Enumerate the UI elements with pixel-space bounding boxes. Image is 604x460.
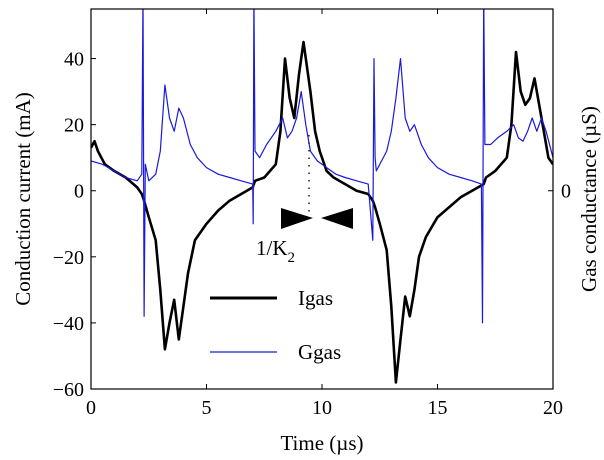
legend-background (205, 280, 373, 380)
y-axis-title: Conduction current (mA) (11, 92, 35, 305)
annotation-arrow-right (321, 208, 353, 229)
y-right-tick-label: 0 (561, 181, 571, 203)
x-axis-ticks: 0 5 10 15 20 (86, 9, 563, 419)
annotation-label-sub: 2 (288, 250, 296, 266)
y-tick-label: −60 (53, 379, 84, 401)
y-tick-label: −40 (53, 313, 84, 335)
legend: Igas Ggas (205, 280, 373, 380)
y-tick-label: 40 (64, 49, 84, 71)
y-right-axis-title: Gas conductance (µS) (577, 106, 601, 292)
y-tick-label: 0 (74, 181, 84, 203)
x-axis-title: Time (µs) (280, 431, 363, 455)
y-tick-label: −20 (53, 247, 84, 269)
x-tick-label: 0 (86, 397, 96, 419)
y-right-axis-ticks: 0 (548, 181, 571, 203)
series-layer (91, 9, 553, 384)
annotation-label-main: 1/K (256, 236, 288, 260)
annotation: 1/K2 (256, 135, 353, 266)
series-line-ggas (91, 9, 553, 324)
series-line-igas (91, 40, 553, 384)
y-tick-label: 20 (64, 115, 84, 137)
legend-label-igas: Igas (298, 286, 333, 310)
annotation-arrow-left (281, 208, 313, 229)
y-axis-ticks: −60 −40 −20 0 20 40 (53, 49, 96, 401)
x-tick-label: 10 (312, 397, 332, 419)
x-tick-label: 20 (543, 397, 563, 419)
x-tick-label: 5 (202, 397, 212, 419)
legend-label-ggas: Ggas (298, 340, 341, 364)
annotation-label: 1/K2 (256, 236, 295, 266)
x-tick-label: 15 (428, 397, 448, 419)
